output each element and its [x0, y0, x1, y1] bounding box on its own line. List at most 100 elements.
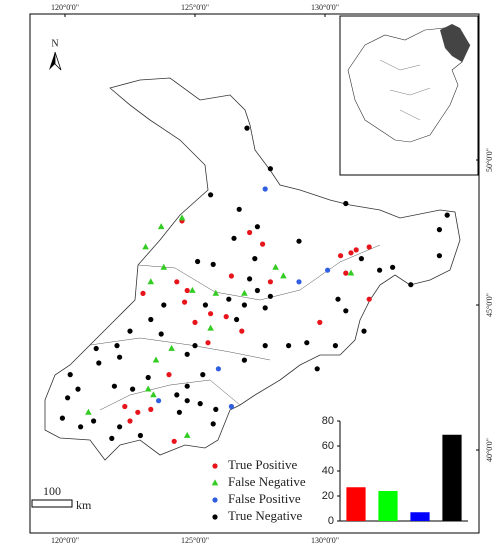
station-point: [262, 343, 268, 349]
station-point: [252, 256, 258, 262]
station-point: [208, 311, 214, 317]
station-point: [213, 406, 219, 412]
bar-y-tick-label: 80: [322, 415, 334, 427]
station-point: [272, 263, 279, 270]
station-point: [205, 340, 211, 346]
station-point: [148, 316, 154, 323]
station-point: [296, 238, 302, 244]
scale-bar: [31, 499, 73, 508]
station-point: [239, 328, 245, 334]
station-point: [144, 385, 152, 392]
lon-tick-label: 125°0'0": [181, 3, 209, 12]
station-point: [260, 241, 266, 247]
station-point: [343, 270, 349, 276]
station-point: [117, 354, 123, 360]
lon-tick-label: 125°0'0": [181, 536, 209, 545]
station-point: [361, 328, 367, 334]
bar: [346, 487, 366, 521]
station-point: [332, 343, 338, 349]
bar: [378, 491, 398, 521]
station-point: [325, 267, 331, 273]
station-point: [158, 331, 164, 337]
station-point: [244, 125, 250, 131]
station-point: [85, 408, 92, 415]
lon-tick-label: 120°0'0": [51, 536, 79, 545]
station-point: [366, 296, 372, 302]
station-point: [353, 247, 359, 253]
station-point: [140, 290, 146, 296]
station-point: [197, 401, 203, 407]
study-area: [440, 24, 470, 62]
station-point: [111, 383, 117, 389]
station-point: [436, 227, 442, 233]
station-point: [117, 424, 123, 430]
station-point: [390, 264, 396, 270]
station-point: [267, 293, 273, 299]
scale-unit: km: [76, 498, 92, 512]
station-point: [348, 250, 354, 256]
arrow-half: [49, 52, 55, 70]
station-point: [174, 279, 180, 285]
station-point: [109, 435, 115, 441]
station-point: [93, 345, 99, 352]
station-point: [182, 299, 188, 305]
station-point: [262, 186, 268, 192]
station-point: [234, 316, 240, 323]
station-point: [254, 224, 260, 230]
station-point: [67, 372, 73, 378]
station-point: [366, 244, 372, 250]
station-point: [184, 383, 190, 389]
station-point: [236, 206, 242, 212]
station-point: [178, 214, 186, 221]
station-point: [280, 272, 287, 279]
station-point: [156, 398, 162, 404]
station-point: [200, 372, 206, 378]
station-point: [127, 328, 133, 334]
station-point: [223, 314, 229, 320]
station-point: [189, 286, 196, 293]
station-point: [241, 357, 247, 363]
station-point: [166, 372, 172, 378]
legend-label: True Positive: [228, 457, 297, 472]
station-point: [335, 296, 341, 302]
lon-tick-label: 130°0'0": [311, 536, 339, 545]
scale-label: 100: [43, 484, 61, 498]
station-point: [75, 386, 81, 392]
lat-tick-label: 50°0'0": [485, 148, 494, 172]
station-point: [174, 392, 180, 398]
station-point: [152, 356, 160, 363]
station-point: [262, 305, 268, 311]
bar-y-tick-label: 0: [328, 515, 334, 527]
station-point: [286, 343, 292, 349]
station-point: [377, 267, 383, 273]
bar-y-tick-label: 60: [322, 440, 334, 452]
station-point: [247, 229, 253, 236]
station-point: [231, 235, 237, 241]
station-point: [267, 166, 273, 172]
legend-marker: [211, 479, 219, 486]
legend-marker: [212, 514, 218, 520]
lon-tick-label: 130°0'0": [311, 3, 339, 12]
station-point: [161, 302, 167, 308]
station-point: [114, 343, 120, 349]
legend-label: True Negative: [228, 508, 302, 523]
station-point: [212, 289, 220, 296]
station-point: [202, 302, 208, 308]
station-point: [184, 351, 190, 357]
province-border: [89, 244, 381, 411]
station-point: [135, 409, 141, 415]
station-point: [241, 289, 248, 296]
station-point: [296, 279, 302, 285]
bar-y-tick-label: 20: [322, 490, 334, 502]
arrow-half: [54, 51, 62, 71]
station-point: [142, 243, 149, 250]
station-point: [122, 403, 128, 410]
station-point: [317, 319, 323, 325]
station-point: [184, 398, 190, 404]
station-point: [343, 308, 349, 314]
station-point: [150, 391, 157, 398]
station-point: [207, 324, 214, 331]
station-point: [347, 269, 355, 276]
station-point: [184, 287, 190, 294]
